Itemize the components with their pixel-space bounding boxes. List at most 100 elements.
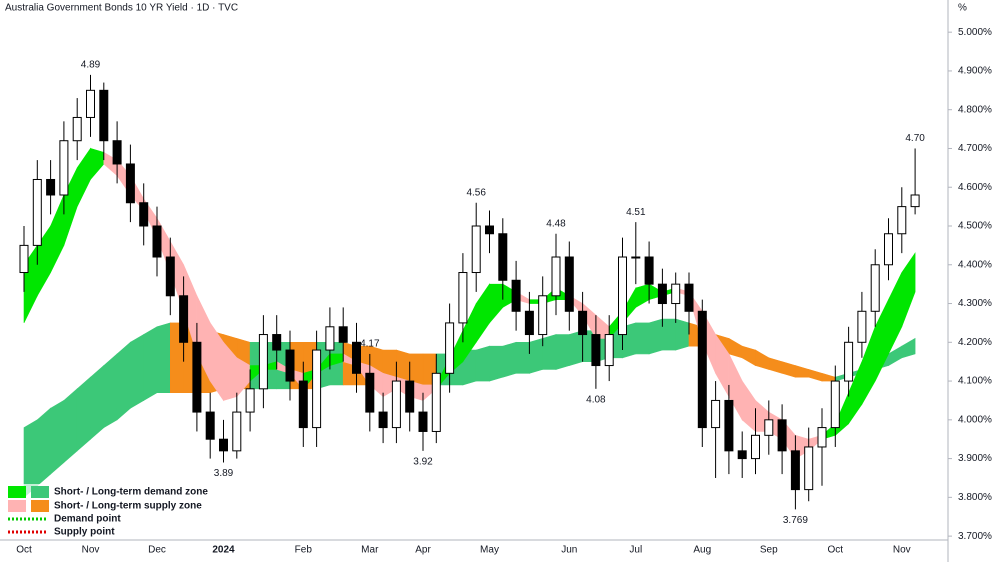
candle-body: [445, 322, 455, 374]
y-tick-label: 4.400%: [958, 259, 992, 270]
y-tick-label: 3.700%: [958, 531, 992, 542]
candle-body: [165, 256, 175, 297]
zone-segment: [143, 326, 158, 401]
x-tick-label: May: [480, 545, 499, 556]
candle-body: [325, 326, 335, 351]
candle-body: [139, 202, 149, 227]
candle-body: [817, 427, 827, 448]
candle-body: [897, 206, 907, 235]
y-tick-label: 3.800%: [958, 492, 992, 503]
y-tick-label: 4.000%: [958, 414, 992, 425]
candle-body: [352, 341, 361, 374]
x-tick-label: Apr: [415, 545, 431, 556]
candle-body: [777, 419, 787, 452]
zone-segment: [901, 252, 916, 327]
candle-body: [219, 438, 228, 452]
annotation: 3.92: [413, 456, 433, 467]
y-tick-label: 4.200%: [958, 337, 992, 348]
x-tick-label: Aug: [693, 545, 711, 556]
candle-body: [578, 310, 588, 336]
x-tick-label: Nov: [82, 545, 100, 556]
chart-title: Australia Government Bonds 10 YR Yield ·…: [5, 3, 238, 14]
candle-body: [751, 434, 760, 460]
x-tick-label: Feb: [295, 545, 313, 556]
x-tick-label: Oct: [16, 545, 32, 556]
annotation: 4.70: [905, 133, 925, 144]
y-tick-label: 4.300%: [958, 298, 992, 309]
candle-body: [511, 279, 521, 312]
candle-body: [737, 450, 747, 460]
candle-body: [19, 244, 29, 274]
annotation: 3.89: [214, 468, 234, 479]
zone-segment: [502, 341, 517, 378]
zone-segment: [901, 337, 916, 359]
candle-body: [112, 140, 122, 165]
candle-body: [764, 419, 774, 436]
candle-body: [910, 194, 920, 208]
candle-body: [152, 225, 162, 258]
candle-body: [790, 450, 800, 491]
candle-body: [86, 89, 95, 118]
candle-body: [830, 380, 840, 429]
x-tick-label: Jul: [629, 545, 642, 556]
candle-body: [32, 178, 42, 246]
candle-body: [46, 178, 56, 196]
legend-swatch: [8, 486, 26, 498]
candle-body: [378, 411, 388, 429]
candle-body: [471, 225, 481, 274]
x-tick-label: Oct: [828, 545, 844, 556]
annotation: 4.56: [466, 187, 486, 198]
candle-body: [844, 341, 854, 382]
zone-segment: [76, 376, 91, 452]
candle-body: [524, 310, 534, 336]
candle-body: [857, 310, 867, 343]
zone-segment: [156, 322, 171, 393]
legend-label: Short- / Long-term supply zone: [54, 501, 202, 512]
x-tick-label: Jun: [561, 545, 577, 556]
annotation: 4.17: [360, 339, 380, 350]
candle-body: [431, 372, 441, 432]
candle-body: [125, 163, 135, 204]
x-tick-label: 2024: [212, 545, 235, 556]
zone-segment: [675, 318, 690, 351]
legend-swatch: [8, 500, 26, 512]
candle-body: [285, 349, 295, 382]
candle-body: [458, 272, 468, 324]
candle-body: [684, 283, 694, 312]
zone-segment: [409, 353, 424, 386]
candle-body: [551, 256, 561, 297]
zone-segment: [116, 341, 131, 421]
zone-segment: [515, 341, 530, 374]
legend-swatch: [31, 500, 49, 512]
candle-body: [591, 334, 601, 367]
candle-body: [272, 334, 282, 351]
zone-segment: [90, 364, 105, 440]
candle-body: [179, 295, 189, 343]
candle-body: [72, 116, 82, 142]
candle-body: [298, 380, 308, 429]
annotation: 3.769: [783, 515, 808, 526]
y-tick-label: 4.900%: [958, 66, 992, 77]
candle-body: [192, 341, 202, 413]
candle-body: [365, 372, 375, 413]
candle-body: [697, 310, 707, 429]
annotation: 4.08: [586, 394, 606, 405]
candle-body: [99, 89, 109, 142]
candle-body: [671, 283, 681, 305]
legend-label: Demand point: [54, 514, 121, 525]
legend-swatch: [31, 486, 49, 498]
candle-body: [498, 233, 508, 281]
candle-body: [418, 411, 428, 432]
annotation: 4.89: [81, 59, 101, 70]
candle-body: [870, 264, 880, 312]
candle-body: [232, 411, 242, 452]
zone-segment: [475, 345, 490, 382]
zone-segment: [63, 388, 78, 464]
zone-segment: [662, 318, 677, 351]
candle-body: [205, 411, 215, 440]
y-tick-label: 4.100%: [958, 376, 992, 387]
y-tick-label: 4.800%: [958, 104, 992, 115]
candle-body: [538, 295, 548, 336]
